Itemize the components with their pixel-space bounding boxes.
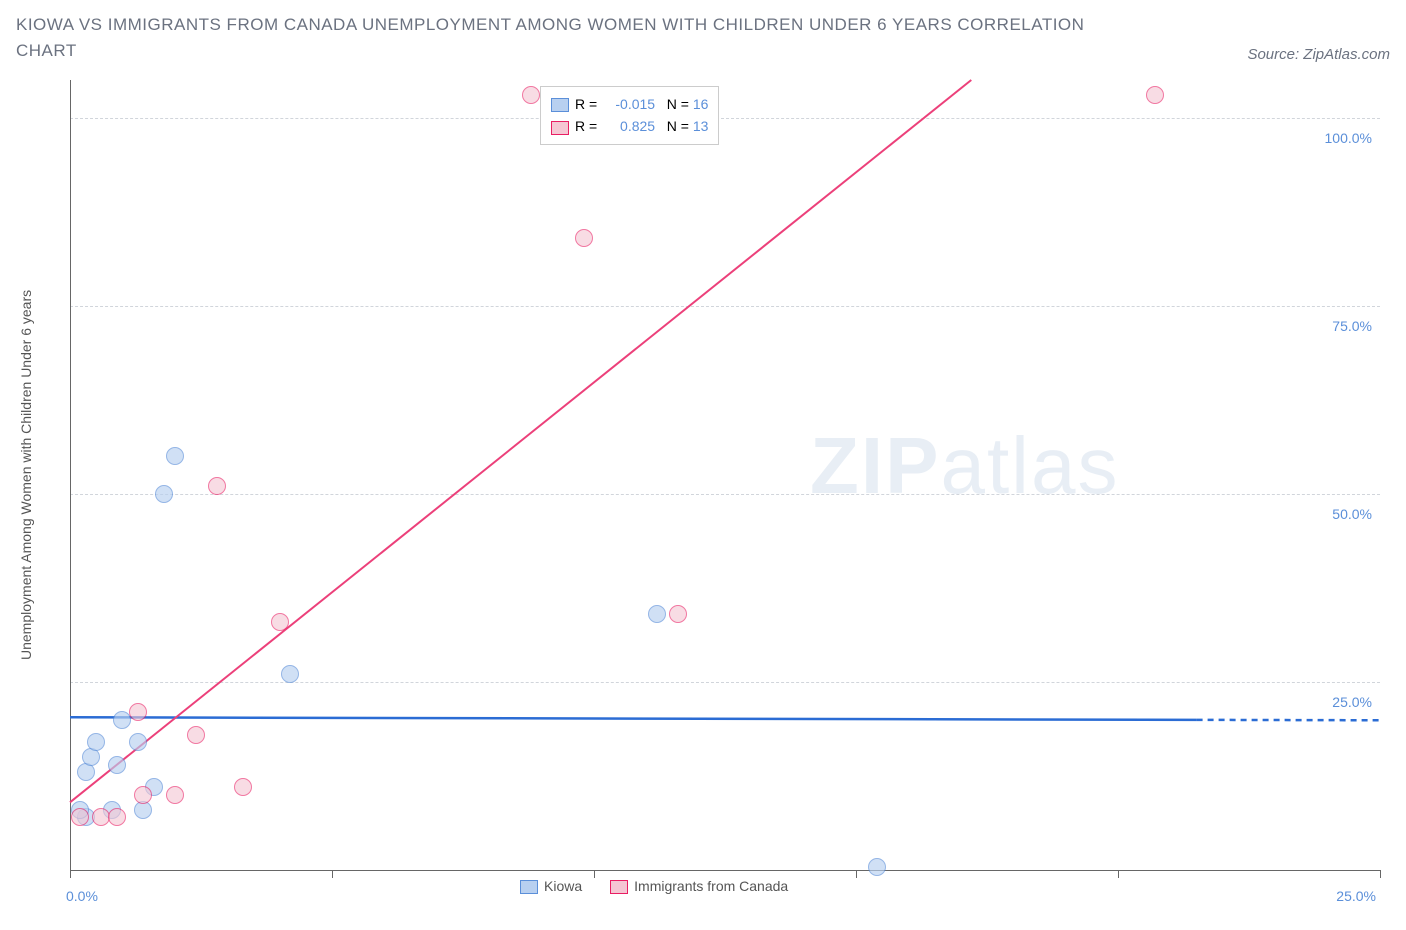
legend-row: R = 0.825 N = 13: [551, 115, 708, 137]
data-point: [166, 786, 184, 804]
trend-lines: [70, 80, 1380, 870]
legend-swatch: [520, 880, 538, 894]
watermark: ZIPatlas: [810, 420, 1119, 512]
x-tick: [594, 870, 595, 878]
data-point: [281, 665, 299, 683]
x-tick: [856, 870, 857, 878]
trend-line-solid: [70, 717, 1197, 720]
legend-swatch: [551, 121, 569, 135]
data-point: [187, 726, 205, 744]
scatter-plot: 25.0%50.0%75.0%100.0%0.0%25.0%: [70, 80, 1380, 870]
legend-n-label: N =: [655, 118, 693, 134]
y-axis-label: Unemployment Among Women with Children U…: [18, 200, 34, 660]
x-tick-label: 0.0%: [66, 888, 98, 904]
data-point: [71, 808, 89, 826]
data-point: [648, 605, 666, 623]
x-tick: [1380, 870, 1381, 878]
legend-swatch: [610, 880, 628, 894]
data-point: [87, 733, 105, 751]
chart-title-line2: CHART: [16, 38, 77, 64]
data-point: [108, 808, 126, 826]
chart-title: KIOWA VS IMMIGRANTS FROM CANADA UNEMPLOY…: [16, 12, 1390, 38]
legend-n-value: 13: [693, 118, 709, 134]
data-point: [271, 613, 289, 631]
data-point: [868, 858, 886, 876]
series-legend: Kiowa Immigrants from Canada: [520, 878, 816, 894]
legend-r-label: R =: [575, 96, 601, 112]
x-tick: [70, 870, 71, 878]
data-point: [575, 229, 593, 247]
data-point: [669, 605, 687, 623]
data-point: [522, 86, 540, 104]
legend-r-label: R =: [575, 118, 601, 134]
data-point: [166, 447, 184, 465]
legend-row: R = -0.015 N = 16: [551, 93, 708, 115]
data-point: [234, 778, 252, 796]
x-axis: [70, 870, 1380, 871]
series-name: Kiowa: [544, 878, 582, 894]
legend-swatch: [551, 98, 569, 112]
data-point: [129, 733, 147, 751]
x-tick-label: 25.0%: [1336, 888, 1376, 904]
data-point: [1146, 86, 1164, 104]
data-point: [208, 477, 226, 495]
legend-r-value: 0.825: [601, 115, 655, 137]
data-point: [108, 756, 126, 774]
legend-r-value: -0.015: [601, 93, 655, 115]
series-name: Immigrants from Canada: [634, 878, 788, 894]
data-point: [134, 786, 152, 804]
data-point: [155, 485, 173, 503]
source-attribution: Source: ZipAtlas.com: [1247, 46, 1390, 63]
legend-n-value: 16: [693, 96, 709, 112]
legend-n-label: N =: [655, 96, 693, 112]
x-tick: [1118, 870, 1119, 878]
correlation-legend: R = -0.015 N = 16R = 0.825 N = 13: [540, 86, 719, 145]
x-tick: [332, 870, 333, 878]
data-point: [129, 703, 147, 721]
